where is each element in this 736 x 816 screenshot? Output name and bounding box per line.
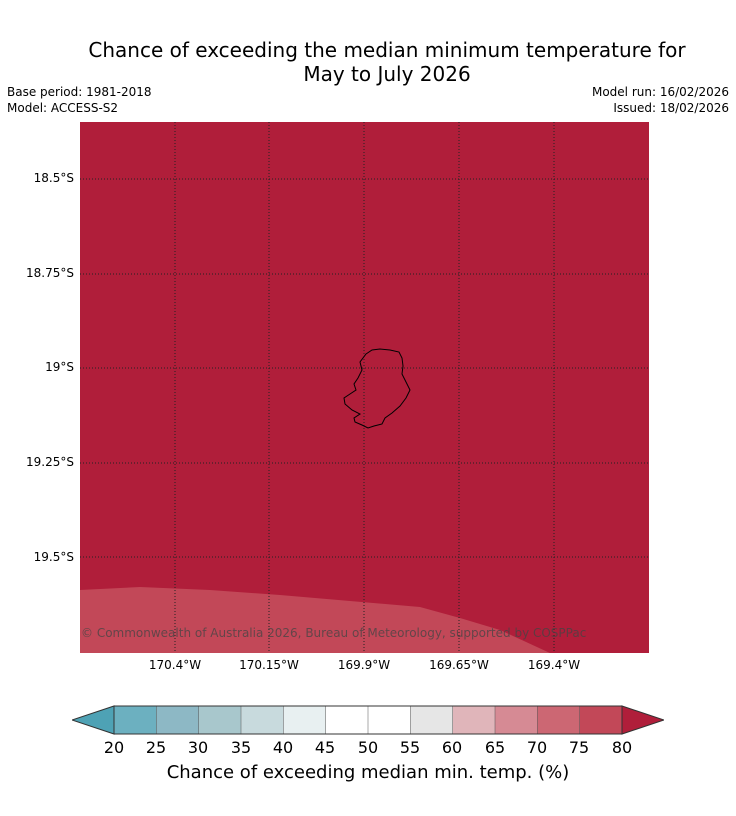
colorbar-segment xyxy=(537,705,581,735)
forecast-map xyxy=(80,122,649,653)
colorbar-outline xyxy=(113,705,623,735)
lon-label: 170.4°W xyxy=(148,658,202,672)
colorbar-segment xyxy=(198,705,242,735)
colorbar-segment xyxy=(410,705,454,735)
meta-left: Base period: 1981-2018 Model: ACCESS-S2 xyxy=(7,84,152,116)
colorbar-title: Chance of exceeding median min. temp. (%… xyxy=(166,762,570,783)
island-coastline xyxy=(343,348,411,429)
model-name: Model: ACCESS-S2 xyxy=(7,101,119,115)
lon-label: 169.4°W xyxy=(527,658,581,672)
colorbar-tick-label: 30 xyxy=(187,738,209,757)
base-period: Base period: 1981-2018 xyxy=(7,85,152,99)
colorbar-segments xyxy=(113,705,623,735)
lon-label: 169.9°W xyxy=(337,658,391,672)
colorbar-segment xyxy=(113,705,158,735)
lon-label: 169.65°W xyxy=(429,658,489,672)
map-title: Chance of exceeding the median minimum t… xyxy=(0,38,736,86)
lat-label: 19.25°S xyxy=(26,455,74,469)
lat-label: 19°S xyxy=(45,360,74,374)
colorbar-tick-label: 45 xyxy=(314,738,336,757)
colorbar-tick-label: 65 xyxy=(484,738,506,757)
lat-label: 19.5°S xyxy=(33,550,74,564)
probability-fill-high xyxy=(80,122,649,653)
colorbar-tick-label: 55 xyxy=(399,738,421,757)
colorbar-segment xyxy=(367,705,412,735)
issued-date: Issued: 18/02/2026 xyxy=(613,101,729,115)
colorbar-segment xyxy=(283,705,327,735)
lat-label: 18.75°S xyxy=(26,266,74,280)
colorbar-tick-label: 35 xyxy=(230,738,252,757)
probability-fill-lower-band xyxy=(80,587,550,653)
graticule xyxy=(80,122,649,653)
colorbar-tick-label: 25 xyxy=(145,738,167,757)
colorbar-segment xyxy=(494,705,539,735)
title-line-1: Chance of exceeding the median minimum t… xyxy=(88,38,686,62)
title-line-2: May to July 2026 xyxy=(303,62,471,86)
colorbar-extend-high xyxy=(621,705,664,735)
colorbar-extend-low xyxy=(72,705,115,735)
colorbar-segment xyxy=(240,705,285,735)
colorbar-tick-label: 40 xyxy=(272,738,294,757)
colorbar xyxy=(72,705,664,735)
colorbar-tick-label: 80 xyxy=(611,738,633,757)
lon-label: 170.15°W xyxy=(239,658,299,672)
colorbar-tick-label: 50 xyxy=(357,738,379,757)
colorbar-tick-label: 20 xyxy=(103,738,125,757)
colorbar-segment xyxy=(452,705,496,735)
copyright-notice: © Commonwealth of Australia 2026, Bureau… xyxy=(81,626,587,640)
colorbar-segment xyxy=(325,705,369,735)
colorbar-tick-label: 60 xyxy=(441,738,463,757)
colorbar-tick-label: 75 xyxy=(568,738,590,757)
colorbar-segment xyxy=(156,705,200,735)
model-run: Model run: 16/02/2026 xyxy=(591,85,729,99)
colorbar-segment xyxy=(579,705,623,735)
meta-right: Model run: 16/02/2026 Issued: 18/02/2026 xyxy=(592,84,729,116)
lat-label: 18.5°S xyxy=(33,171,74,185)
colorbar-tick-label: 70 xyxy=(526,738,548,757)
